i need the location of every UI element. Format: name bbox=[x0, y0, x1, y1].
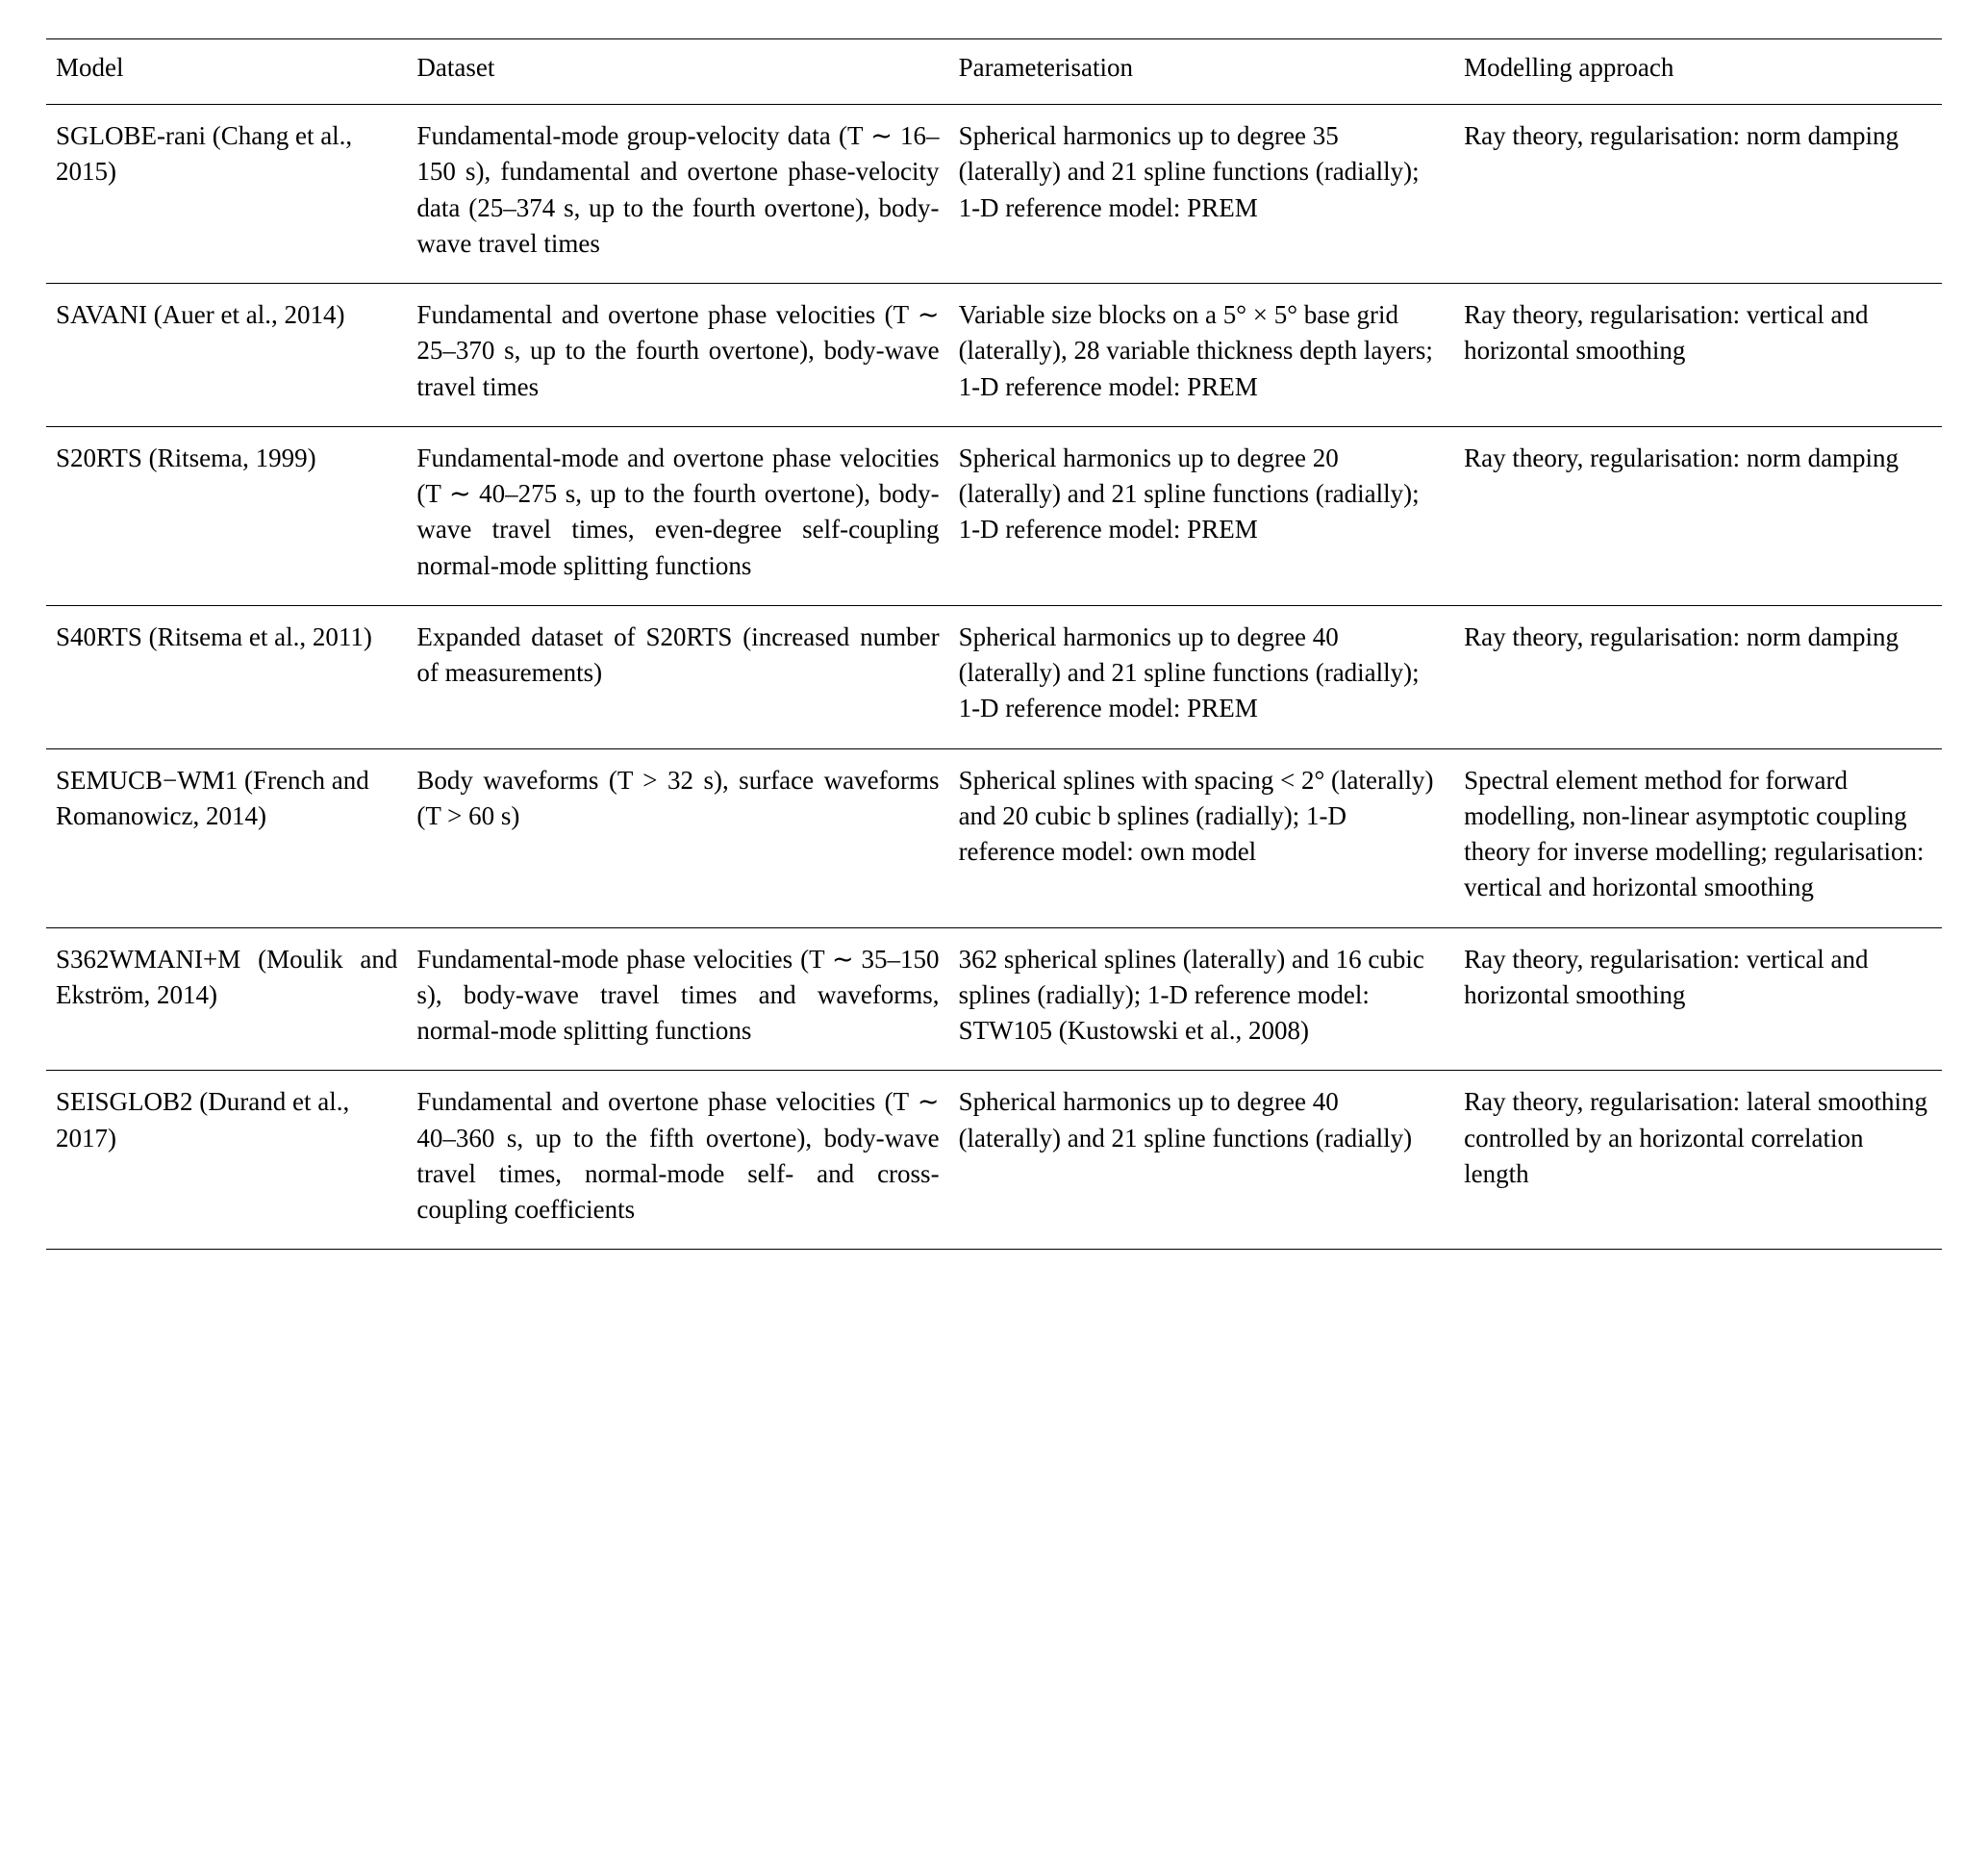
cell-parameterisation: Spherical harmonics up to degree 40 (lat… bbox=[949, 605, 1455, 748]
cell-parameterisation: Spherical harmonics up to degree 40 (lat… bbox=[949, 1071, 1455, 1250]
cell-parameterisation: 362 spherical splines (laterally) and 16… bbox=[949, 927, 1455, 1071]
cell-dataset: Expanded dataset of S20RTS (increased nu… bbox=[407, 605, 948, 748]
cell-parameterisation: Spherical harmonics up to degree 20 (lat… bbox=[949, 426, 1455, 605]
cell-dataset: Fundamental and overtone phase velocitie… bbox=[407, 1071, 948, 1250]
cell-dataset: Fundamental-mode phase veloci­ties (T ∼ … bbox=[407, 927, 948, 1071]
col-header-dataset: Dataset bbox=[407, 39, 948, 105]
table-body: SGLOBE-rani (Chang et al., 2015) Fundame… bbox=[46, 105, 1942, 1250]
cell-approach: Spectral element method for forward mode… bbox=[1454, 748, 1942, 927]
cell-parameterisation: Spherical harmonics up to degree 35 (lat… bbox=[949, 105, 1455, 284]
models-table: Model Dataset Parameterisation Modelling… bbox=[46, 38, 1942, 1250]
cell-model: SAVANI (Auer et al., 2014) bbox=[46, 284, 407, 427]
cell-approach: Ray theory, regularisation: vertical and… bbox=[1454, 927, 1942, 1071]
table-header: Model Dataset Parameterisation Modelling… bbox=[46, 39, 1942, 105]
cell-model: SEISGLOB2 (Durand et al., 2017) bbox=[46, 1071, 407, 1250]
cell-model: S40RTS (Ritsema et al., 2011) bbox=[46, 605, 407, 748]
cell-dataset: Fundamental-mode group-velocity data (T … bbox=[407, 105, 948, 284]
cell-parameterisation: Spherical splines with spacing < 2° (lat… bbox=[949, 748, 1455, 927]
table-row: S362WMANI+M (Moulik and Ekström, 2014) F… bbox=[46, 927, 1942, 1071]
table-row: S40RTS (Ritsema et al., 2011) Expanded d… bbox=[46, 605, 1942, 748]
cell-approach: Ray theory, regularisation: norm damping bbox=[1454, 105, 1942, 284]
table-row: SEISGLOB2 (Durand et al., 2017) Fundamen… bbox=[46, 1071, 1942, 1250]
cell-dataset: Body waveforms (T > 32 s), surface wavef… bbox=[407, 748, 948, 927]
table-row: SEMUCB−WM1 (French and Romanow­icz, 2014… bbox=[46, 748, 1942, 927]
cell-dataset: Fundamental-mode and overtone phase velo… bbox=[407, 426, 948, 605]
cell-approach: Ray theory, regularisation: norm damping bbox=[1454, 605, 1942, 748]
col-header-parameterisation: Parameterisation bbox=[949, 39, 1455, 105]
cell-model: S20RTS (Ritsema, 1999) bbox=[46, 426, 407, 605]
table-row: S20RTS (Ritsema, 1999) Fundamental-mode … bbox=[46, 426, 1942, 605]
cell-approach: Ray theory, regularisation: norm damping bbox=[1454, 426, 1942, 605]
cell-model: S362WMANI+M (Moulik and Ekström, 2014) bbox=[46, 927, 407, 1071]
table-row: SGLOBE-rani (Chang et al., 2015) Fundame… bbox=[46, 105, 1942, 284]
cell-parameterisation: Variable size blocks on a 5° × 5° base g… bbox=[949, 284, 1455, 427]
cell-approach: Ray theory, regularisation: lateral smoo… bbox=[1454, 1071, 1942, 1250]
cell-model: SEMUCB−WM1 (French and Romanow­icz, 2014… bbox=[46, 748, 407, 927]
cell-model: SGLOBE-rani (Chang et al., 2015) bbox=[46, 105, 407, 284]
cell-approach: Ray theory, regularisation: vertical and… bbox=[1454, 284, 1942, 427]
col-header-model: Model bbox=[46, 39, 407, 105]
cell-dataset: Fundamental and overtone phase velocitie… bbox=[407, 284, 948, 427]
col-header-approach: Modelling approach bbox=[1454, 39, 1942, 105]
table-row: SAVANI (Auer et al., 2014) Fundamental a… bbox=[46, 284, 1942, 427]
